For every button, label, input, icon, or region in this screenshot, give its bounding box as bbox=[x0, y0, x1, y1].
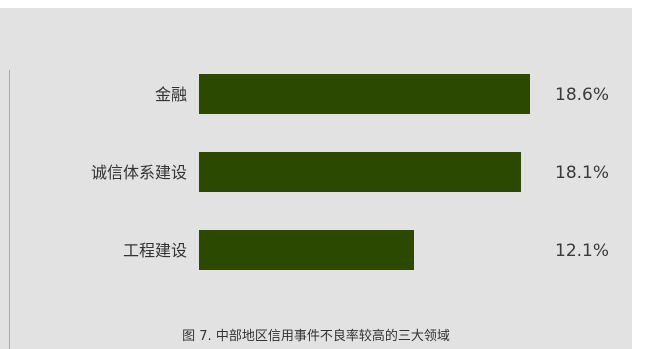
category-label-0: 金融 bbox=[155, 85, 187, 104]
category-label-2: 工程建设 bbox=[123, 241, 187, 260]
bar-0 bbox=[199, 74, 530, 114]
category-label-1: 诚信体系建设 bbox=[91, 163, 187, 182]
bar-1 bbox=[199, 152, 521, 192]
bar-2 bbox=[199, 230, 414, 270]
figure-caption: 图 7. 中部地区信用事件不良率较高的三大领域 bbox=[182, 329, 450, 344]
value-label-2: 12.1% bbox=[555, 241, 609, 261]
value-label-0: 18.6% bbox=[555, 85, 609, 105]
axis-line bbox=[9, 70, 10, 349]
value-label-1: 18.1% bbox=[555, 163, 609, 183]
